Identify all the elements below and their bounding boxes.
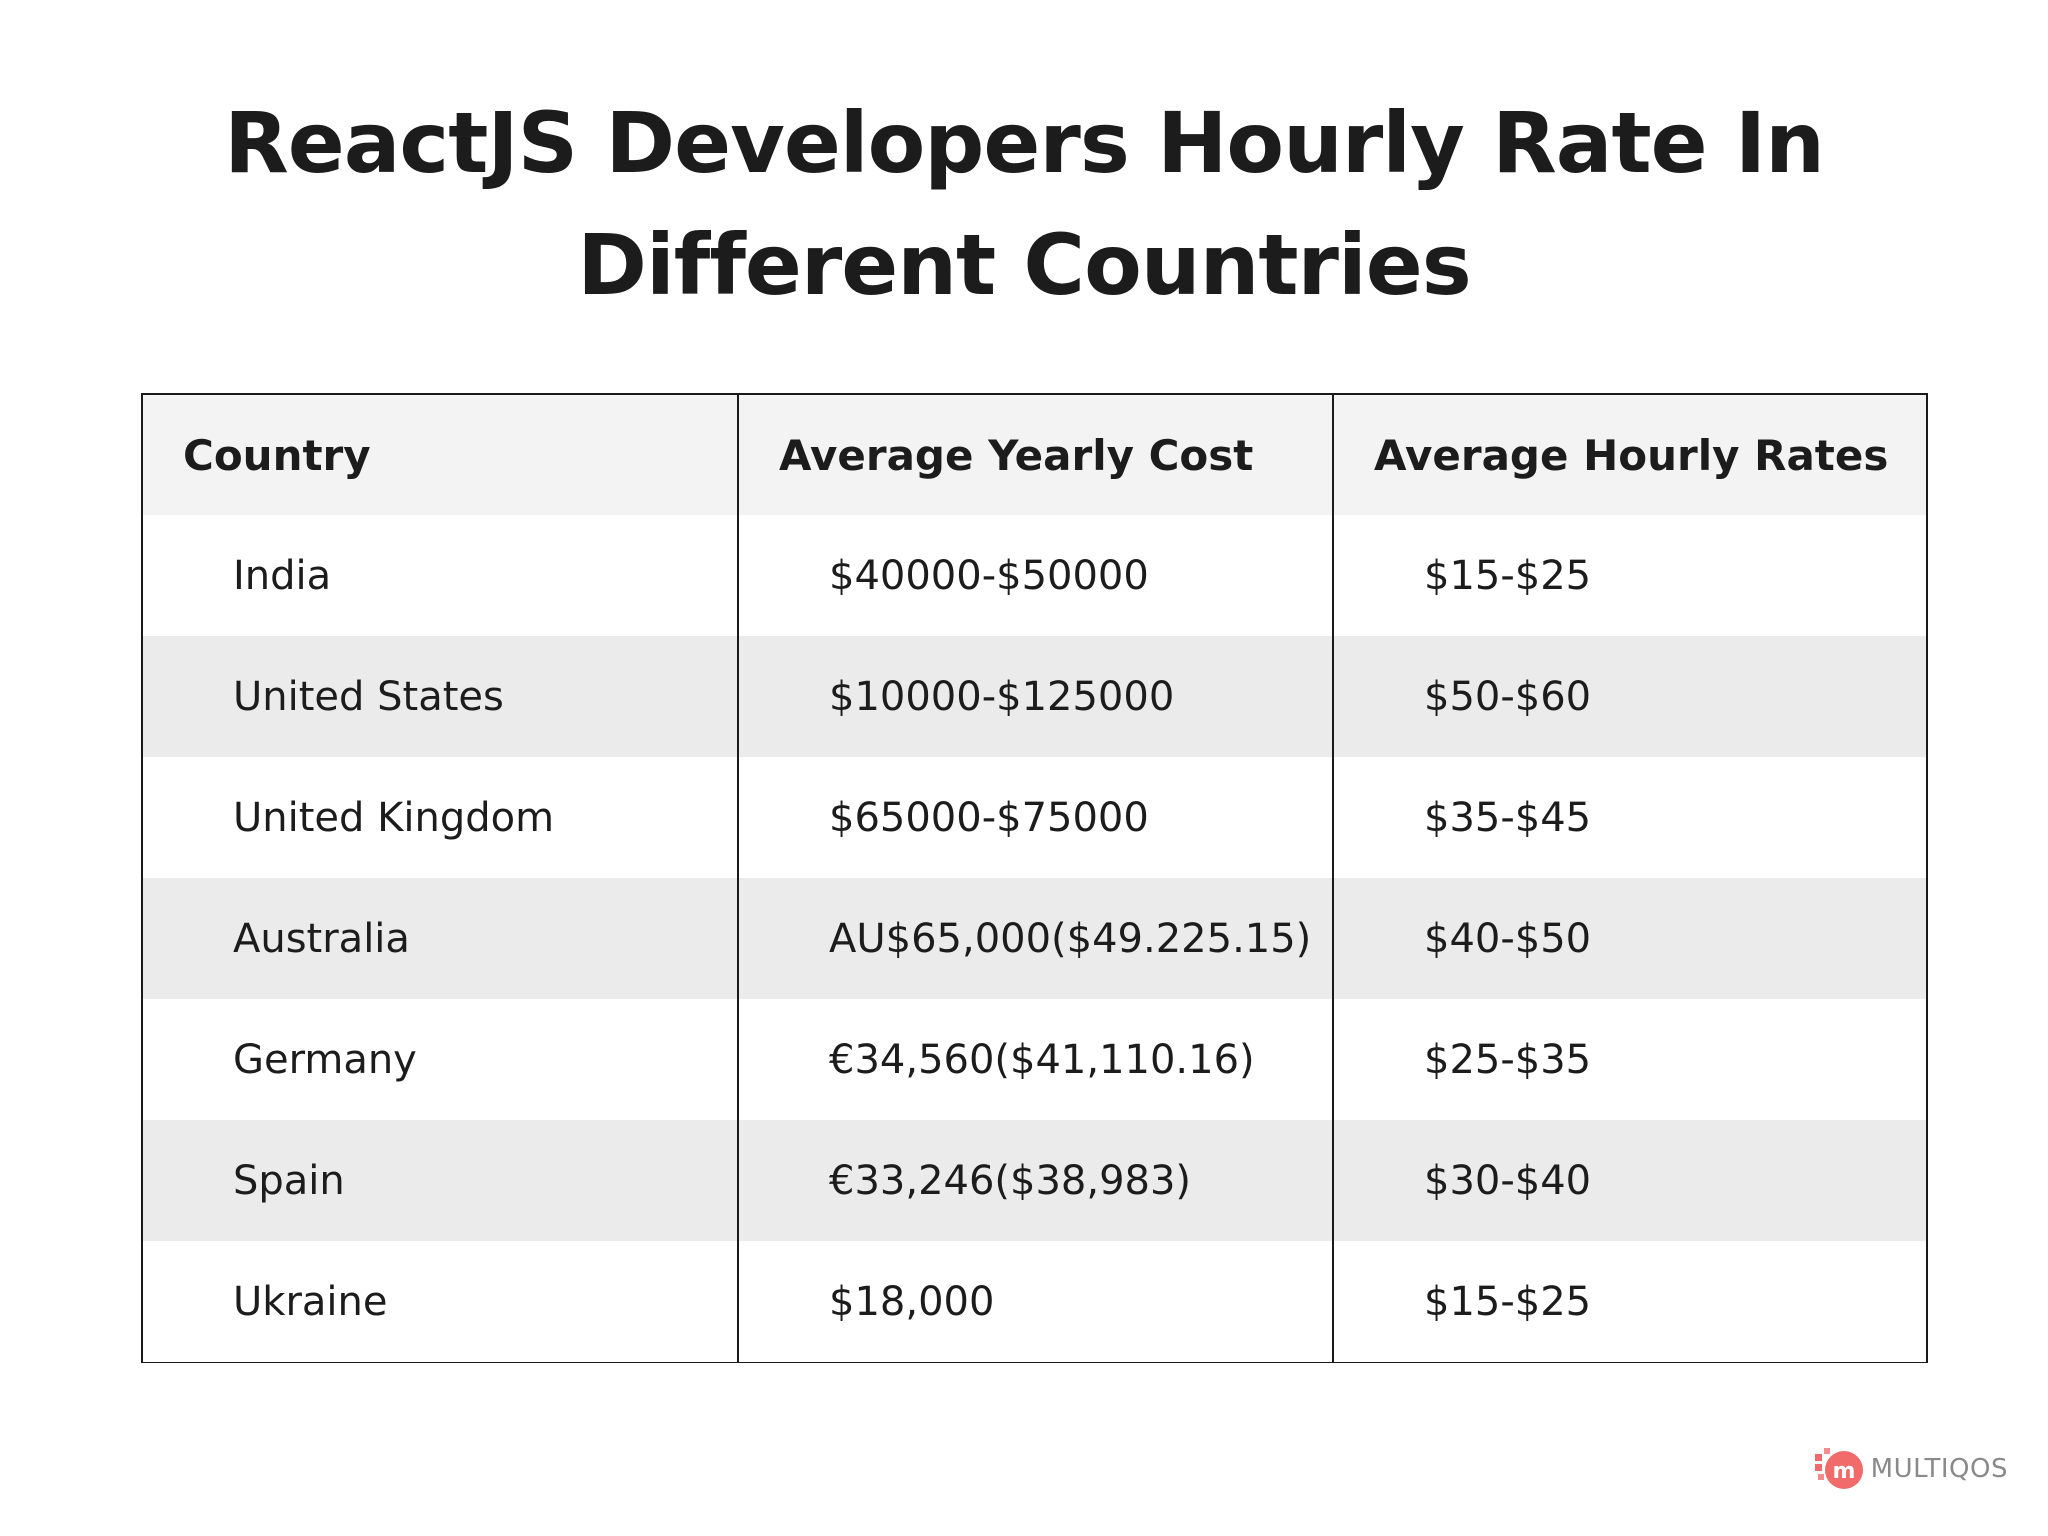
cell-country: Spain	[233, 1157, 345, 1204]
cell-hourly-rate: $35-$45	[1332, 757, 1926, 878]
cell-yearly-cost: €34,560($41,110.16)	[737, 999, 1333, 1120]
title-line-2: Different Countries	[577, 216, 1471, 314]
table-row: Germany €34,560($41,110.16) $25-$35	[143, 999, 1926, 1120]
table-row: Spain €33,246($38,983) $30-$40	[143, 1120, 1926, 1241]
table-body: India $40000-$50000 $15-$25 United States $1…	[143, 515, 1926, 1362]
table-row: Australia AU$65,000($49.225.15) $40-$50	[143, 878, 1926, 999]
rates-table-container: Country Average Yearly Cost Average Hour…	[141, 393, 1928, 1363]
cell-hourly-rate: $15-$25	[1332, 515, 1926, 636]
cell-country: United States	[233, 673, 504, 720]
multiqos-logo-icon: m	[1814, 1448, 1863, 1489]
cell-country: United Kingdom	[233, 794, 555, 841]
cell-yearly-cost: $18,000	[737, 1241, 1333, 1362]
brand-logo: m MULTIQOS	[1814, 1446, 2008, 1492]
cell-yearly-cost: $10000-$125000	[737, 636, 1333, 757]
cell-yearly-cost: €33,246($38,983)	[737, 1120, 1333, 1241]
cell-yearly-cost: AU$65,000($49.225.15)	[737, 878, 1333, 999]
header-country: Country	[183, 430, 371, 480]
cell-country: India	[233, 552, 332, 599]
page-title: ReactJS Developers Hourly Rate In Differ…	[0, 82, 2048, 326]
cell-hourly-rate: $30-$40	[1332, 1120, 1926, 1241]
table-row: India $40000-$50000 $15-$25	[143, 515, 1926, 636]
cell-hourly-rate: $25-$35	[1332, 999, 1926, 1120]
cell-country: Ukraine	[233, 1278, 388, 1325]
cell-yearly-cost: $40000-$50000	[737, 515, 1333, 636]
brand-name: MULTIQOS	[1870, 1454, 2008, 1484]
svg-text:m: m	[1832, 1459, 1855, 1484]
rates-table: Country Average Yearly Cost Average Hour…	[143, 395, 1926, 1362]
table-header: Country Average Yearly Cost Average Hour…	[143, 395, 1926, 515]
table-row: United Kingdom $65000-$75000 $35-$45	[143, 757, 1926, 878]
table-row: United States $10000-$125000 $50-$60	[143, 636, 1926, 757]
table-row: Ukraine $18,000 $15-$25	[143, 1241, 1926, 1362]
header-hourly-rates: Average Hourly Rates	[1332, 395, 1926, 515]
header-row: Country Average Yearly Cost Average Hour…	[143, 395, 1926, 515]
cell-hourly-rate: $15-$25	[1332, 1241, 1926, 1362]
cell-hourly-rate: $50-$60	[1332, 636, 1926, 757]
cell-country: Germany	[233, 1036, 417, 1083]
cell-country: Australia	[233, 915, 410, 962]
cell-hourly-rate: $40-$50	[1332, 878, 1926, 999]
cell-yearly-cost: $65000-$75000	[737, 757, 1333, 878]
title-line-1: ReactJS Developers Hourly Rate In	[224, 94, 1825, 192]
header-yearly-cost: Average Yearly Cost	[737, 395, 1333, 515]
